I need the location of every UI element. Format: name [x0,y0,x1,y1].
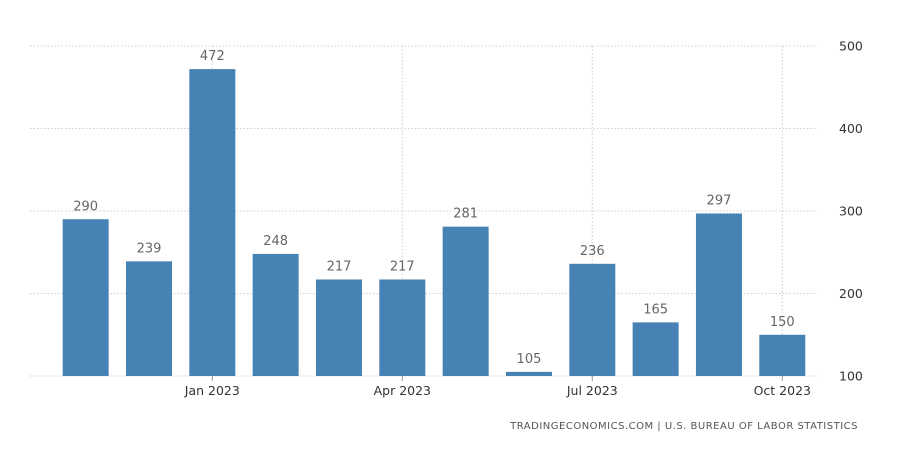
bar [252,253,299,376]
x-tick-label: Apr 2023 [374,383,431,398]
bar [632,322,679,376]
bar [505,371,552,376]
bar-value-label: 150 [770,315,795,330]
bar [569,263,616,376]
chart-data-labels: 290 239 472 248 217 217 281 105 236 165 297 150 [73,49,794,367]
bar [759,334,806,376]
source-credit: TRADINGECONOMICS.COM | U.S. BUREAU OF LA… [510,421,858,432]
y-tick-label: 100 [839,369,863,384]
x-tick-label: Oct 2023 [754,383,811,398]
bar-value-label: 297 [707,193,732,208]
y-tick-label: 300 [839,204,863,219]
chart-bars [62,69,806,376]
bar [695,213,742,376]
bar-value-label: 165 [643,302,668,317]
y-axis: 500 400 300 200 100 [839,39,863,384]
bar-value-label: 281 [453,207,478,222]
y-tick-label: 400 [839,121,863,136]
bar-value-label: 248 [263,234,288,249]
y-tick-label: 200 [839,286,863,301]
bar [125,261,172,376]
y-tick-label: 500 [839,39,863,54]
bar-value-label: 472 [200,49,225,64]
x-tick-label: Jan 2023 [184,383,240,398]
bar-value-label: 290 [73,199,98,214]
bar [189,69,236,376]
bar-value-label: 217 [327,259,352,274]
bar [379,279,426,376]
bar [62,219,109,376]
bar-value-label: 217 [390,259,415,274]
bar [442,226,489,376]
bar-value-label: 105 [517,352,542,367]
bar-value-label: 239 [137,241,162,256]
x-tick-label: Jul 2023 [566,383,618,398]
bar [315,279,362,376]
bar-value-label: 236 [580,244,605,259]
x-axis: Jan 2023 Apr 2023 Jul 2023 Oct 2023 [184,376,811,398]
